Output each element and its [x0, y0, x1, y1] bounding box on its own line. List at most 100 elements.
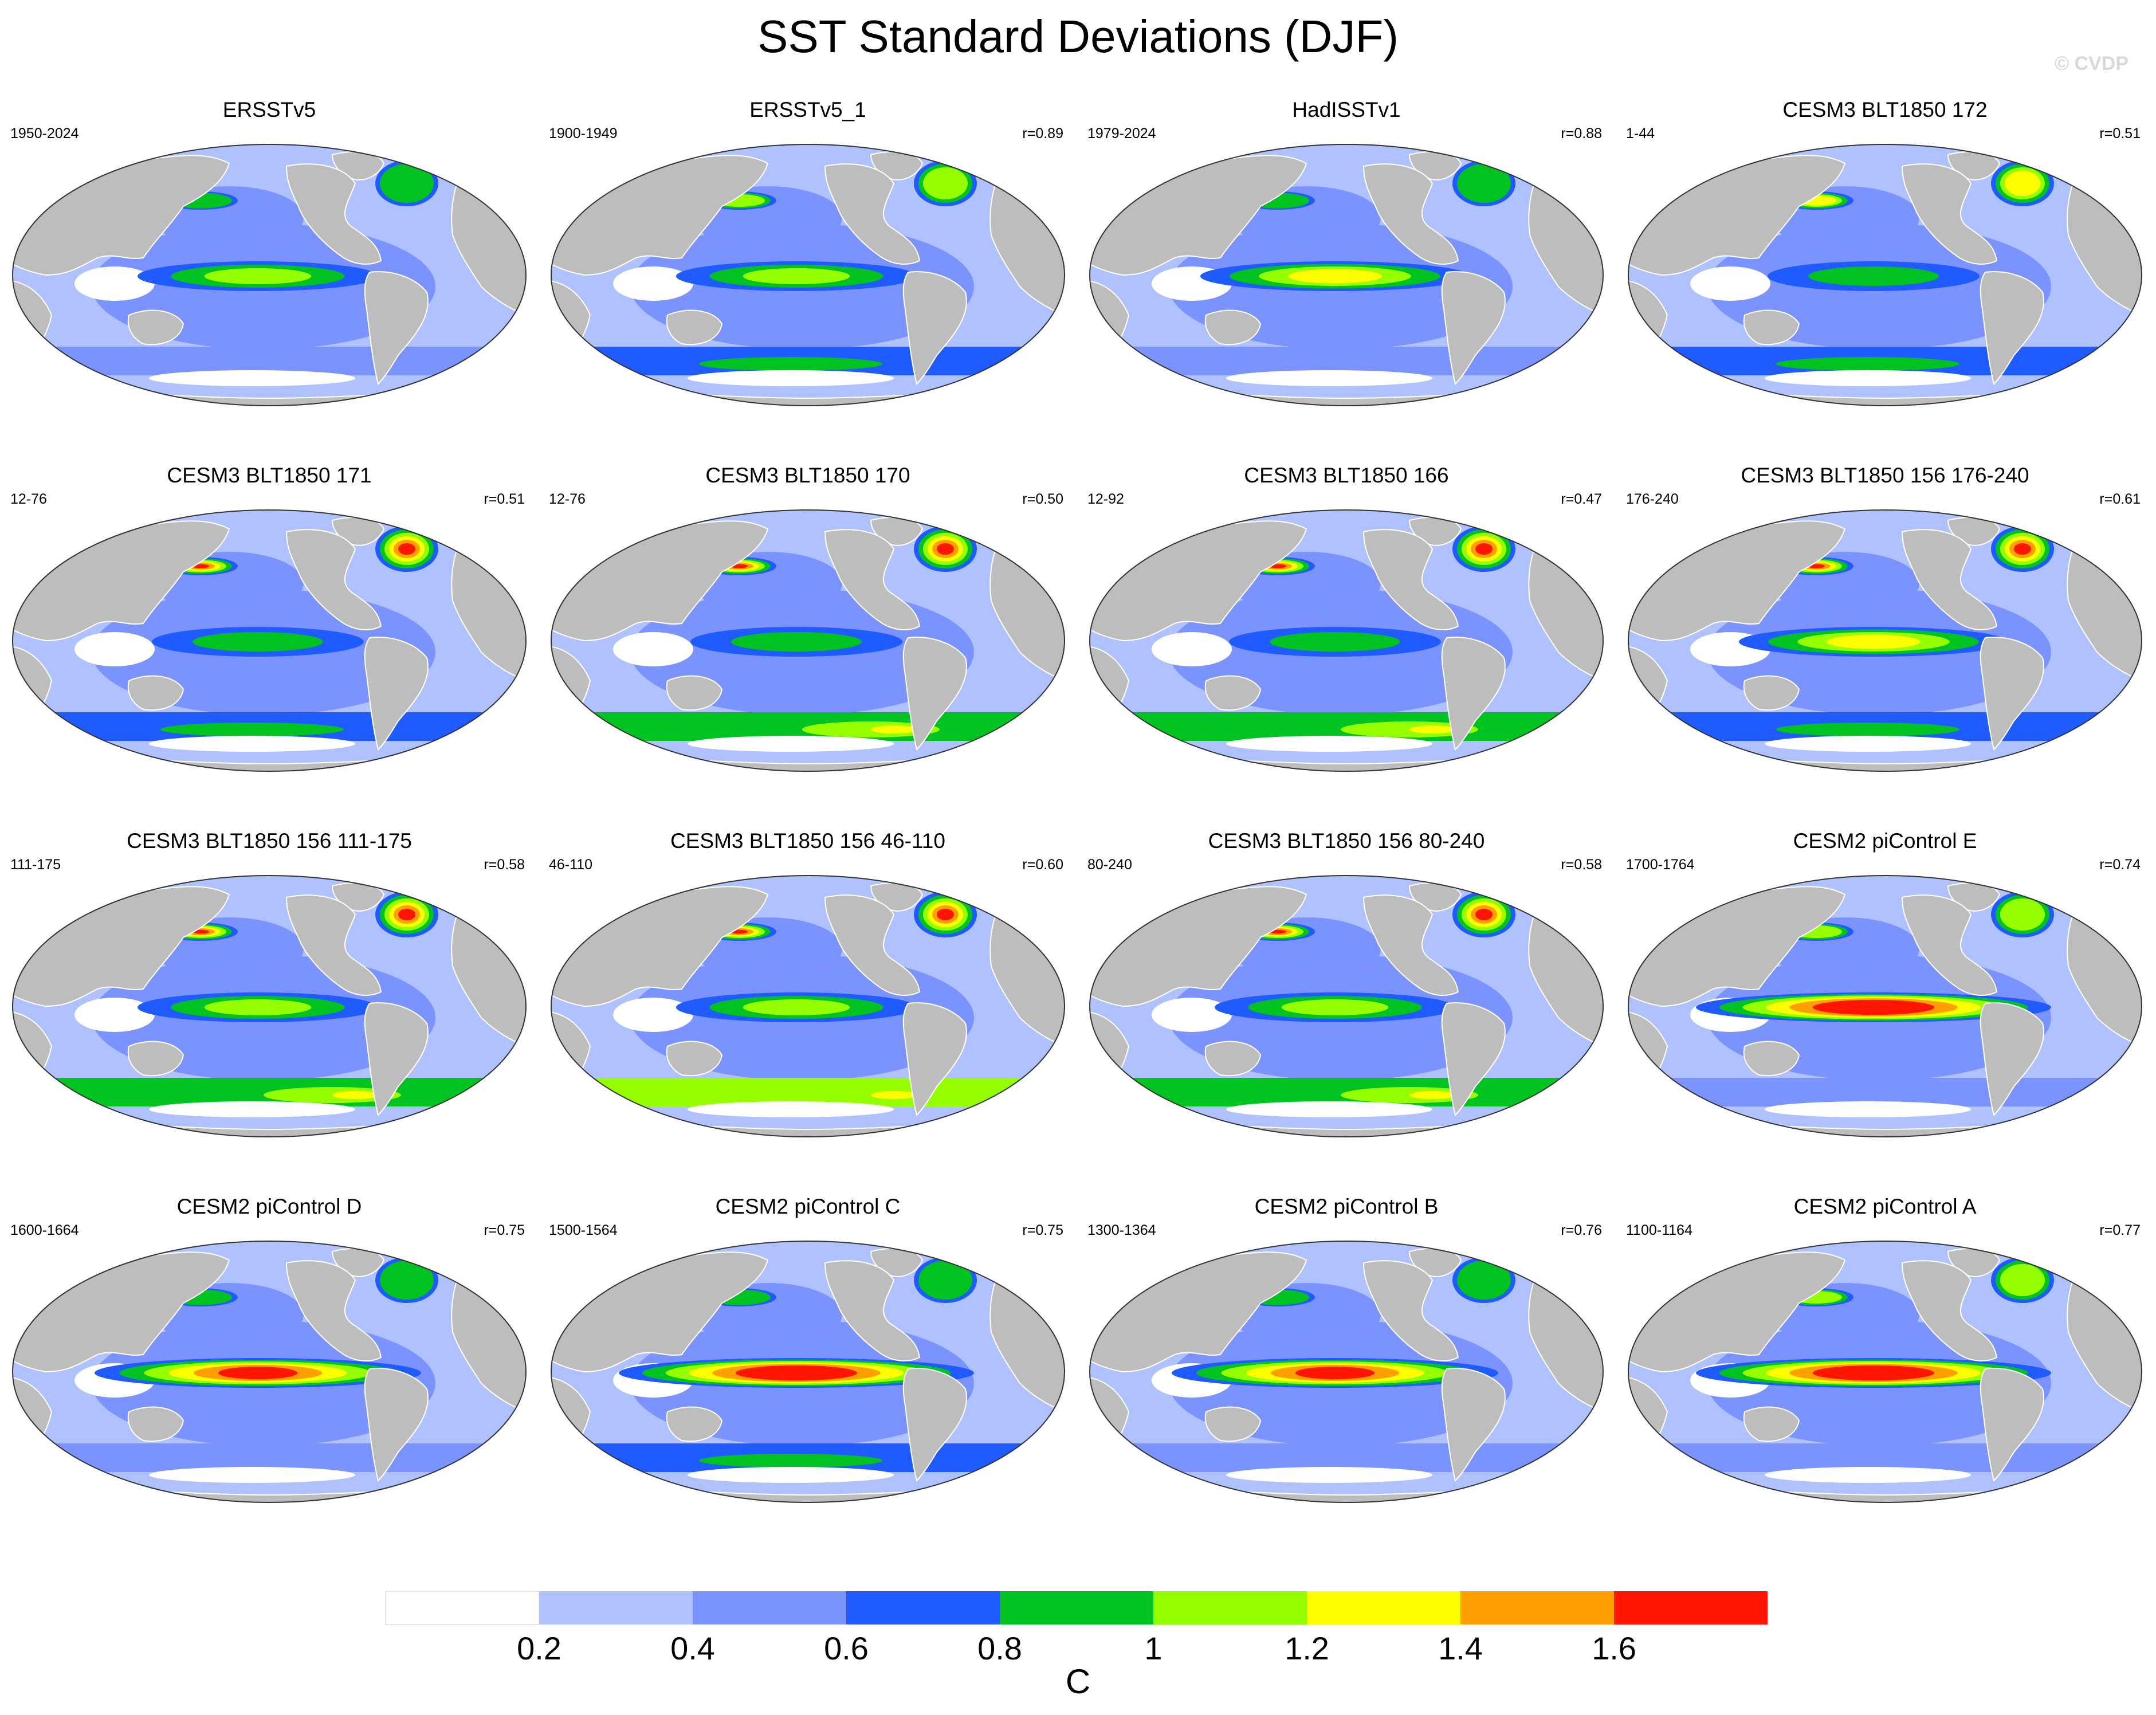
- panel-title: CESM2 piControl D: [176, 1195, 362, 1218]
- map: [12, 875, 527, 1137]
- enso-level-4: [193, 632, 323, 652]
- map: [551, 144, 1065, 406]
- antarctic-low: [1765, 736, 1971, 752]
- colorbar-box: [539, 1591, 693, 1624]
- enso-level-4: [731, 632, 862, 652]
- colorbar-box: [1000, 1591, 1153, 1624]
- panel-period: 1900-1949: [549, 125, 618, 142]
- map-field: [551, 876, 1065, 1137]
- north-atlantic-level-6: [2005, 171, 2040, 196]
- southern-ocean-peak: [699, 357, 882, 371]
- land-2: [127, 309, 184, 346]
- panel-title: CESM2 piControl E: [1793, 829, 1977, 853]
- antarctic-low: [688, 1467, 894, 1483]
- map: [1089, 509, 1604, 772]
- panel-correlation: r=0.89: [1022, 125, 1063, 142]
- map-field: [13, 144, 526, 406]
- warm-pool-low: [74, 266, 155, 301]
- colorbar-box: [1614, 1591, 1768, 1624]
- map-outline: [1628, 509, 2142, 772]
- southern-ocean-max: [1409, 1091, 1455, 1099]
- map: [551, 875, 1065, 1137]
- panel-correlation: r=0.61: [2099, 491, 2141, 507]
- enso-level-5: [743, 268, 850, 284]
- land-2: [666, 309, 723, 346]
- map-outline: [1628, 875, 2142, 1137]
- land-2: [1204, 309, 1262, 346]
- north-atlantic-level-4: [380, 164, 434, 203]
- north-atlantic-level-8: [398, 909, 415, 920]
- land-2: [127, 675, 184, 711]
- land-5: [1980, 1002, 2044, 1116]
- map-field: [1090, 144, 1603, 406]
- warm-pool-low: [1152, 998, 1232, 1032]
- land-2: [666, 1406, 723, 1442]
- panel-period: 80-240: [1087, 857, 1132, 873]
- land-2: [127, 1041, 184, 1077]
- land-5: [1980, 1368, 2044, 1482]
- north-atlantic-level-8: [1475, 543, 1493, 555]
- page-title: SST Standard Deviations (DJF): [757, 11, 1399, 62]
- land-5: [902, 637, 967, 751]
- panel-correlation: r=0.76: [1561, 1222, 1602, 1238]
- land-4: [1362, 529, 1459, 630]
- enso-level-4: [1808, 266, 1939, 286]
- panel-correlation: r=0.51: [2099, 125, 2141, 142]
- colorbar-tick-label: 0.8: [977, 1630, 1022, 1665]
- colorbar-tick-label: 1.6: [1592, 1630, 1636, 1665]
- map-field: [1090, 1241, 1603, 1502]
- antarctic-low: [1765, 1101, 1971, 1117]
- map-panel: CESM3 BLT1850 172 1-44 r=0.51: [1616, 97, 2154, 510]
- land-2: [1204, 675, 1262, 711]
- map-panel: CESM3 BLT1850 171 12-76 r=0.51: [0, 463, 539, 876]
- panel-correlation: r=0.58: [1561, 857, 1602, 873]
- colorbar-tick-label: 0.4: [670, 1630, 715, 1665]
- map-outline: [551, 1241, 1065, 1503]
- map-outline: [12, 875, 527, 1137]
- colorbar-box: [1153, 1591, 1307, 1624]
- map-field: [13, 876, 526, 1137]
- panel-period: 1700-1764: [1626, 857, 1695, 873]
- map: [551, 509, 1065, 772]
- map-outline: [1089, 509, 1604, 772]
- antarctic-low: [149, 1101, 355, 1117]
- colorbar-tick-label: 0.6: [824, 1630, 869, 1665]
- land-5: [364, 1368, 429, 1482]
- enso-level-5: [204, 999, 312, 1015]
- map-panel: CESM3 BLT1850 166 12-92 r=0.47: [1077, 463, 1616, 876]
- southern-ocean-peak: [160, 723, 344, 736]
- north-atlantic-level-5: [923, 167, 968, 199]
- land-4: [285, 894, 382, 996]
- map-field: [551, 510, 1065, 771]
- land-4: [285, 163, 382, 265]
- enso-level-5: [1281, 999, 1389, 1015]
- map-panel: CESM2 piControl D 1600-1664 r=0.75: [0, 1194, 539, 1607]
- cvdp-watermark: © CVDP: [2055, 53, 2128, 74]
- antarctic-low: [1765, 1467, 1971, 1483]
- antarctic-low: [1226, 1101, 1432, 1117]
- panel-period: 1600-1664: [10, 1222, 79, 1238]
- panel-correlation: r=0.75: [1022, 1222, 1063, 1238]
- warm-pool-low: [74, 632, 155, 666]
- map-field: [1090, 876, 1603, 1137]
- panel-correlation: r=0.60: [1022, 857, 1063, 873]
- panel-title: CESM2 piControl B: [1254, 1195, 1439, 1218]
- map-outline: [1628, 1241, 2142, 1503]
- map-field: [1628, 144, 2142, 406]
- map-outline: [12, 144, 527, 406]
- land-4: [285, 529, 382, 630]
- land-5: [1441, 1002, 1506, 1116]
- warm-pool-low: [613, 998, 693, 1032]
- enso-level-9: [759, 1367, 834, 1379]
- north-atlantic-level-4: [380, 1261, 434, 1300]
- map-field: [13, 1241, 526, 1502]
- map: [12, 509, 527, 772]
- southern-ocean-max: [1409, 725, 1455, 733]
- land-4: [824, 163, 921, 265]
- land-4: [824, 894, 921, 996]
- panel-title: CESM2 piControl A: [1793, 1195, 1977, 1218]
- map: [1628, 509, 2142, 772]
- panel-period: 1950-2024: [10, 125, 79, 142]
- map-panel: CESM2 piControl A 1100-1164 r=0.77: [1616, 1194, 2154, 1607]
- enso-level-9: [1836, 1367, 1911, 1379]
